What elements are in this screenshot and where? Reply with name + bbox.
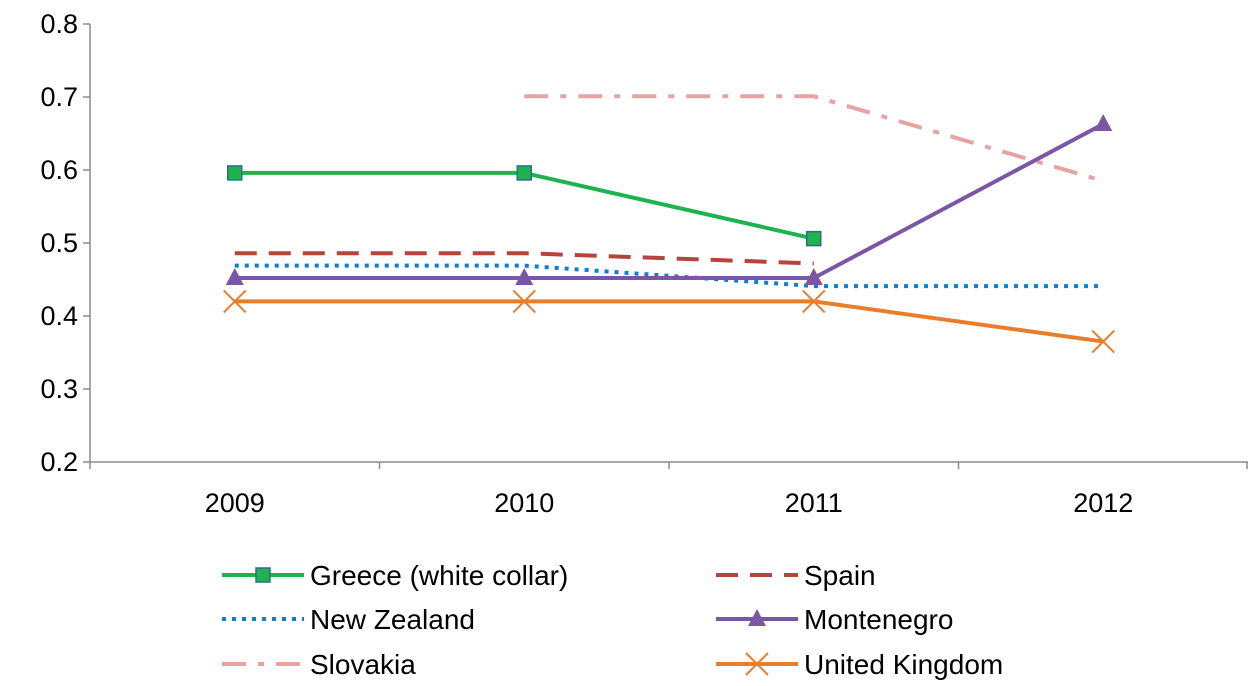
legend-label: Greece (white collar): [310, 560, 568, 591]
legend: Greece (white collar) Spain New Zealand Mon…: [222, 560, 1003, 680]
y-tick-label: 0.3: [40, 374, 78, 404]
legend-marker: [745, 652, 769, 676]
data-point-marker: [802, 289, 826, 314]
y-tick-label: 0.5: [40, 228, 78, 258]
legend-item: Spain: [716, 560, 876, 591]
y-tick-label: 0.4: [40, 301, 78, 331]
series-montenegro: [225, 114, 1113, 286]
data-point-marker: [806, 230, 822, 247]
series-slovakia: [524, 94, 1104, 183]
legend-item: New Zealand: [222, 604, 475, 635]
series-line: [234, 299, 1104, 344]
legend-label: United Kingdom: [804, 649, 1003, 680]
y-tick-label: 0.2: [40, 447, 78, 477]
series-spain: [234, 251, 814, 266]
y-tick-label: 0.8: [40, 9, 78, 39]
x-tick-label: 2010: [494, 488, 554, 518]
data-point-marker: [804, 268, 823, 286]
y-tick-label: 0.6: [40, 155, 78, 185]
legend-marker: [748, 609, 766, 626]
data-point-marker: [223, 289, 247, 314]
legend-item: Montenegro: [716, 604, 953, 635]
series-line: [234, 263, 1104, 289]
series-line: [524, 94, 1104, 183]
data-point-marker: [512, 289, 536, 314]
x-tick-label: 2012: [1073, 488, 1133, 518]
x-tick-label: 2011: [785, 488, 843, 518]
data-point-marker: [1094, 114, 1113, 132]
series-united-kingdom: [223, 289, 1115, 354]
legend-item: Greece (white collar): [222, 560, 568, 591]
legend-marker: [255, 567, 271, 583]
series-line: [234, 122, 1105, 281]
data-point-marker: [1091, 329, 1115, 354]
legend-label: New Zealand: [310, 604, 475, 635]
data-point-marker: [515, 268, 534, 286]
data-point-marker: [227, 165, 243, 181]
legend-label: Montenegro: [804, 604, 953, 635]
series-line: [234, 251, 814, 266]
legend-item: United Kingdom: [716, 649, 1003, 680]
series-layer: [223, 94, 1115, 354]
axes: 0.2 0.3 0.4 0.5 0.6 0.7 0.8 2009 2010 2011 2012: [40, 9, 1248, 518]
series-new-zealand: [234, 263, 1104, 289]
series-greece-white-collar: [227, 165, 822, 247]
data-point-marker: [225, 268, 244, 286]
data-point-marker: [516, 165, 532, 181]
y-tick-label: 0.7: [40, 82, 78, 112]
series-line: [234, 170, 815, 241]
legend-item: Slovakia: [222, 649, 416, 680]
x-tick-label: 2009: [205, 488, 265, 518]
legend-label: Spain: [804, 560, 876, 591]
legend-label: Slovakia: [310, 649, 416, 680]
